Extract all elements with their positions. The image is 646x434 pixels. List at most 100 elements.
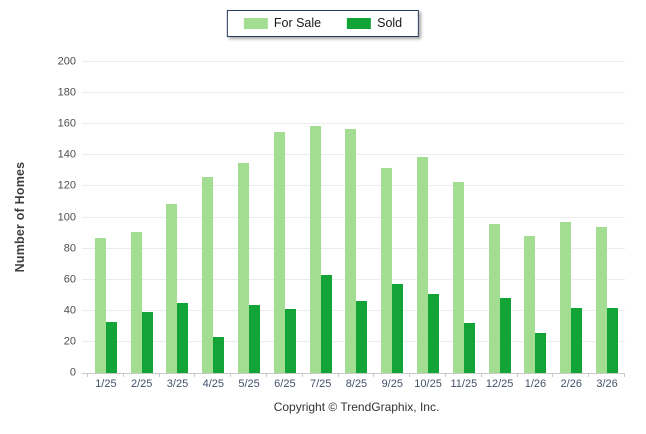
gridline-160 [82,123,625,125]
legend-label: Sold [377,16,403,31]
bar-sold-8-25 [356,301,368,373]
x-tick-label-6-25: 6/25 [274,378,296,390]
legend-item-for-sale: For Sale [243,16,322,31]
bar-group-2-25 [124,62,160,373]
x-axis-tick [158,373,160,377]
y-tick-label-180: 180 [57,86,76,99]
legend-swatch-for-sale [243,18,268,29]
bar-for-sale-10-25 [417,156,429,373]
bar-sold-9-25 [392,284,404,373]
bar-groups [88,62,625,373]
x-axis-labels: 1/25 2/25 3/25 4/25 5/25 6/25 7/25 8/25 9/25 10/2… [88,379,625,390]
bar-group-12-25 [482,62,518,373]
bar-for-sale-5-25 [238,163,250,373]
bar-for-sale-7-25 [309,125,321,373]
bar-sold-12-25 [499,298,511,373]
x-tick-label-3-25: 3/25 [166,378,189,390]
x-tick-label-4-25: 4/25 [202,378,224,390]
y-tick-label-200: 200 [57,55,76,68]
x-axis-tick [265,373,267,377]
bar-sold-3-26 [607,307,619,373]
y-tick-label-20: 20 [63,335,76,348]
bar-sold-1-25 [105,321,117,373]
x-tick-label-5-25: 5/25 [238,378,260,390]
gridline-200 [82,61,625,62]
bar-group-11-25 [446,62,482,373]
y-axis-title: Number of Homes [13,161,27,273]
x-axis-tick [409,373,411,377]
x-axis-tick [194,373,196,377]
copyright-text: Copyright © TrendGraphix, Inc. [273,400,440,414]
x-tick-label-1-26: 1/26 [524,378,547,390]
x-tick-label-10-25: 10/25 [414,378,442,390]
bar-for-sale-3-26 [596,226,608,373]
y-tick-label-40: 40 [63,304,76,317]
bar-for-sale-9-25 [381,167,393,373]
x-axis-tick [122,373,124,377]
y-tick-label-120: 120 [57,179,76,192]
bar-sold-5-25 [249,304,261,373]
x-axis-tick [588,373,590,377]
x-axis-tick [230,373,232,377]
bar-group-3-25 [160,62,196,373]
bar-group-7-25 [303,62,339,373]
x-axis-tick [337,373,339,377]
y-tick-label-100: 100 [57,211,76,223]
bar-for-sale-11-25 [452,181,464,373]
bar-sold-6-25 [284,309,296,373]
bar-sold-7-25 [320,275,332,373]
bar-sold-2-25 [141,312,153,373]
x-axis-tick [87,373,88,377]
y-tick-label-160: 160 [57,117,76,130]
x-axis-tick [444,373,446,377]
x-tick-label-8-25: 8/25 [345,378,368,390]
gridline-180 [82,92,625,94]
bar-for-sale-3-25 [166,203,178,373]
bar-group-1-26 [518,62,554,373]
bar-group-5-25 [231,62,267,373]
x-axis-tick [301,373,303,377]
bar-for-sale-2-25 [130,231,142,373]
x-tick-label-12-25: 12/25 [485,378,514,390]
x-tick-label-11-25: 11/25 [450,378,478,390]
bar-group-8-25 [339,62,375,373]
y-tick-label-60: 60 [63,273,76,286]
y-axis-labels: 0 20 40 60 80 100 120 140 160 180 200 [30,56,76,378]
bar-sold-1-26 [535,332,547,373]
x-axis-tick [624,373,625,377]
bar-group-6-25 [267,62,303,373]
bar-for-sale-4-25 [202,177,214,373]
bar-for-sale-1-25 [94,237,106,373]
bar-for-sale-1-26 [524,236,536,373]
x-axis-tick [480,373,482,377]
bar-for-sale-8-25 [345,128,357,373]
bar-group-1-25 [88,62,124,373]
x-tick-label-1-25: 1/25 [95,378,117,390]
bar-group-9-25 [374,62,410,373]
x-tick-label-9-25: 9/25 [381,378,403,390]
x-axis-tick [373,373,375,377]
bar-group-4-25 [195,62,231,373]
bar-for-sale-2-26 [560,222,572,373]
bar-group-2-26 [553,62,589,373]
bar-group-3-26 [589,62,625,373]
x-tick-label-2-26: 2/26 [560,378,582,390]
x-tick-label-2-25: 2/25 [130,378,153,390]
y-tick-label-80: 80 [63,242,76,255]
legend-swatch-sold [347,18,372,29]
y-tick-label-0: 0 [69,366,76,379]
bar-sold-10-25 [428,293,440,373]
bar-for-sale-12-25 [488,223,500,373]
bar-group-10-25 [410,62,446,373]
legend-item-sold: Sold [347,17,402,30]
bar-sold-2-26 [571,307,583,373]
x-tick-label-7-25: 7/25 [309,378,332,390]
y-tick-label-140: 140 [57,148,76,161]
bar-for-sale-6-25 [273,131,285,373]
legend-label: For Sale [273,16,322,31]
bar-sold-11-25 [463,323,475,373]
x-tick-label-3-26: 3/26 [596,378,618,390]
legend: For Sale Sold [226,10,420,37]
plot-area [87,62,625,377]
